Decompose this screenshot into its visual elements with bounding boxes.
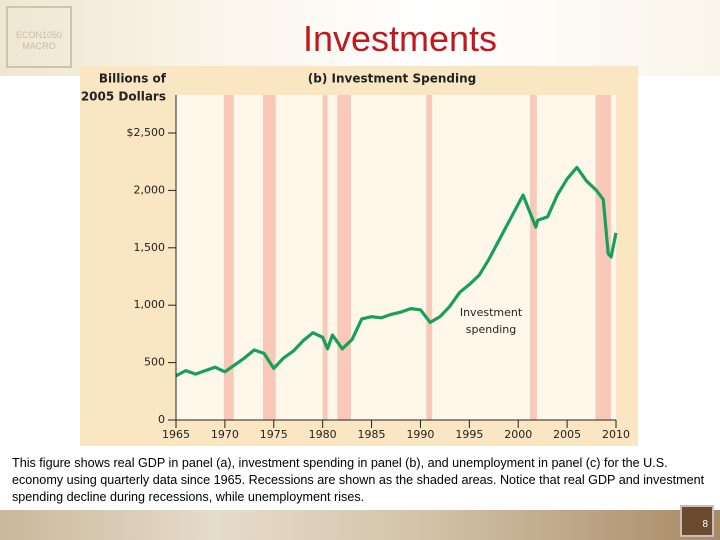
x-tick-label: 1980 [309, 428, 337, 441]
slide-title: Investments [302, 18, 498, 59]
recessions [223, 95, 612, 420]
x-tick-label: 1975 [260, 428, 288, 441]
x-tick-label: 2010 [602, 428, 630, 441]
y-tick-label: 500 [144, 356, 165, 369]
y-tick-label: 2,000 [134, 183, 166, 196]
recession-band [263, 95, 276, 420]
annotation: spending [466, 323, 516, 336]
x-tick-label: 2000 [504, 428, 532, 441]
recession-band [426, 95, 433, 420]
plot-area [176, 95, 616, 420]
caption: This figure shows real GDP in panel (a),… [12, 456, 705, 504]
annotation: Investment [460, 306, 523, 319]
y-axis-label: Billions of [99, 72, 167, 86]
x-tick-label: 1990 [406, 428, 434, 441]
plot: 0 500 1,000 1,500 2,000 $2,500 1965 1970 1975 198… [127, 126, 631, 441]
y-tick-label: $2,500 [127, 126, 166, 139]
logo-text: ECON1050 [15, 30, 63, 40]
x-tick-label: 2005 [553, 428, 581, 441]
y-tick-label: 0 [158, 413, 165, 426]
page-number: 8 [680, 505, 714, 537]
y-tick-label: 1,500 [134, 241, 166, 254]
recession-band [337, 95, 352, 420]
y-tick-label: 1,000 [134, 298, 166, 311]
recession-band [529, 95, 537, 420]
x-tick-label: 1995 [455, 428, 483, 441]
bottom-band [0, 510, 720, 540]
logo: ECON1050 MACRO [6, 6, 72, 68]
recession-band [595, 95, 612, 420]
x-tick-label: 1965 [162, 428, 190, 441]
x-tick-label: 1970 [211, 428, 239, 441]
top-band [0, 0, 720, 76]
x-tick-label: 1985 [358, 428, 386, 441]
logo-text: MACRO [22, 41, 56, 51]
recession-band [322, 95, 328, 420]
y-axis-label: 2005 Dollars [81, 90, 166, 104]
chart-title: (b) Investment Spending [308, 72, 476, 86]
series-line [175, 165, 618, 378]
recession-band [223, 95, 234, 420]
